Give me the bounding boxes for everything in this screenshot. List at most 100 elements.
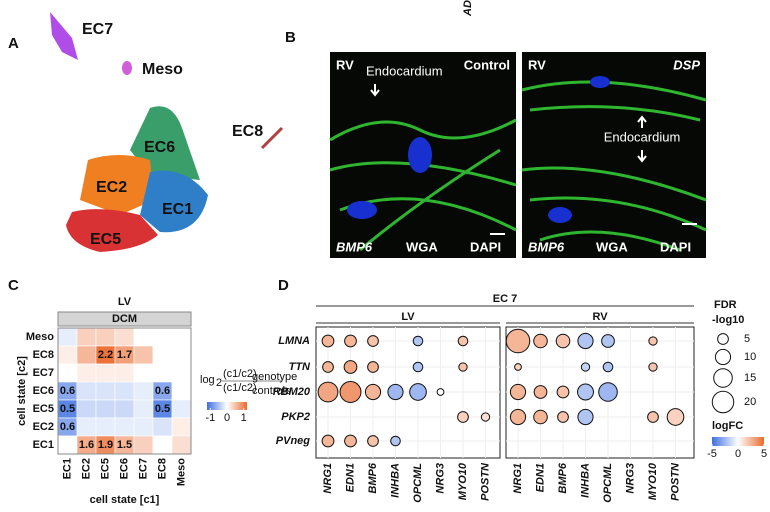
dot xyxy=(601,334,615,348)
heat-cell xyxy=(171,399,192,419)
dot xyxy=(390,435,401,447)
plot-border xyxy=(57,327,192,455)
heat-cell xyxy=(76,345,97,365)
x-tick-label: NRG1 xyxy=(512,463,524,494)
heat-cell xyxy=(133,381,154,401)
cluster xyxy=(50,12,78,60)
heat-cell xyxy=(95,381,116,401)
cluster xyxy=(260,126,284,150)
legend-label: 5 xyxy=(744,333,750,345)
x-tick-label: EC5 xyxy=(99,458,111,479)
x-tick-label: INHBA xyxy=(389,463,401,498)
cluster xyxy=(80,155,154,215)
cell-label: 0.6 xyxy=(60,421,75,433)
stain: WGA xyxy=(596,239,628,254)
annotation: Endocardium xyxy=(604,129,681,144)
heat-cell xyxy=(114,381,135,401)
heat-cell xyxy=(133,435,154,455)
cell-label: 0.5 xyxy=(155,403,170,415)
colorbar-label: controls xyxy=(252,385,291,397)
arrow xyxy=(637,115,647,163)
heat-cell xyxy=(95,363,116,383)
dot xyxy=(387,383,404,401)
heat-cell xyxy=(76,417,97,437)
heat-cell xyxy=(114,399,135,419)
x-tick-label: MYO10 xyxy=(647,462,659,500)
dot xyxy=(666,408,685,426)
y-tick-label: EC7 xyxy=(33,367,54,379)
heat-cell xyxy=(76,381,97,401)
nucleus xyxy=(548,207,572,223)
dot xyxy=(648,336,658,346)
colorbar-label: genotype xyxy=(252,371,297,383)
heat-cell xyxy=(171,363,192,383)
dot xyxy=(457,335,469,347)
legend-dot xyxy=(711,390,735,414)
stain: WGA xyxy=(406,239,438,254)
dot xyxy=(321,434,335,448)
x-tick-label: EC2 xyxy=(80,458,92,479)
legend-title: FDR xyxy=(714,299,737,311)
heat-cell xyxy=(76,327,97,347)
cluster-label: EC8 xyxy=(232,123,263,140)
x-tick-label: POSTN xyxy=(669,462,681,501)
heat-cell xyxy=(76,399,97,419)
cluster-label: EC2 xyxy=(96,179,127,196)
dot xyxy=(557,411,569,423)
legend-label: 20 xyxy=(744,396,756,408)
dot xyxy=(577,383,594,401)
cell-label: 0.6 xyxy=(155,385,170,397)
dot xyxy=(577,408,594,426)
condition: DSP xyxy=(673,57,700,72)
x-tick-label: NRG3 xyxy=(624,463,636,494)
cluster xyxy=(66,209,158,252)
cluster-label: EC7 xyxy=(82,21,113,38)
dot xyxy=(367,361,379,373)
heat-cell xyxy=(152,417,173,437)
cell-label: 1.7 xyxy=(117,349,132,361)
dot xyxy=(436,388,445,396)
facet-label: RV xyxy=(592,311,608,323)
panel-label: D xyxy=(278,277,289,294)
colorbar-tick-label: 1 xyxy=(241,412,247,424)
y-tick-label: PVneg xyxy=(276,435,311,447)
stain: BMP6 xyxy=(528,239,565,254)
dot xyxy=(647,411,659,423)
dot xyxy=(412,335,424,347)
cell-label: 1.6 xyxy=(79,439,94,451)
strip-label: DCM xyxy=(112,313,137,325)
heat-cell xyxy=(152,345,173,365)
dot xyxy=(344,434,357,448)
colorbar-tick-label: 5 xyxy=(761,448,767,460)
panel-label: B xyxy=(285,29,296,46)
colorbar-label: log xyxy=(200,374,215,386)
panel-label: A xyxy=(8,35,19,52)
heat-cell xyxy=(171,381,192,401)
dot xyxy=(458,362,468,372)
heat-cell xyxy=(95,417,116,437)
heat-cell xyxy=(152,435,173,455)
x-tick-label: EDN1 xyxy=(534,463,546,492)
dot xyxy=(533,409,548,425)
cluster-label: Meso xyxy=(142,61,183,78)
colorbar-label: (c1/c2) xyxy=(223,382,257,394)
dot xyxy=(457,411,469,423)
heat-cell xyxy=(95,327,116,347)
chart-title: EC 7 xyxy=(493,293,517,305)
y-tick-label: EC5 xyxy=(33,403,54,415)
heat-cell xyxy=(57,327,78,347)
region: RV xyxy=(336,57,354,72)
dot xyxy=(648,362,658,372)
heat-cell xyxy=(57,345,78,365)
colorbar-label: (c1/c2) xyxy=(223,368,257,380)
dot xyxy=(322,361,334,373)
colorbar-tick-label: 0 xyxy=(224,412,230,424)
dot xyxy=(580,362,591,372)
cell-label: 0.5 xyxy=(60,403,75,415)
x-tick-label: OPCML xyxy=(602,463,614,503)
micrograph: RV Endocardium Control BMP6 WGA DAPI xyxy=(329,52,517,258)
x-tick-label: INHBA xyxy=(579,463,591,498)
arrow xyxy=(370,84,380,97)
dot xyxy=(555,333,571,349)
